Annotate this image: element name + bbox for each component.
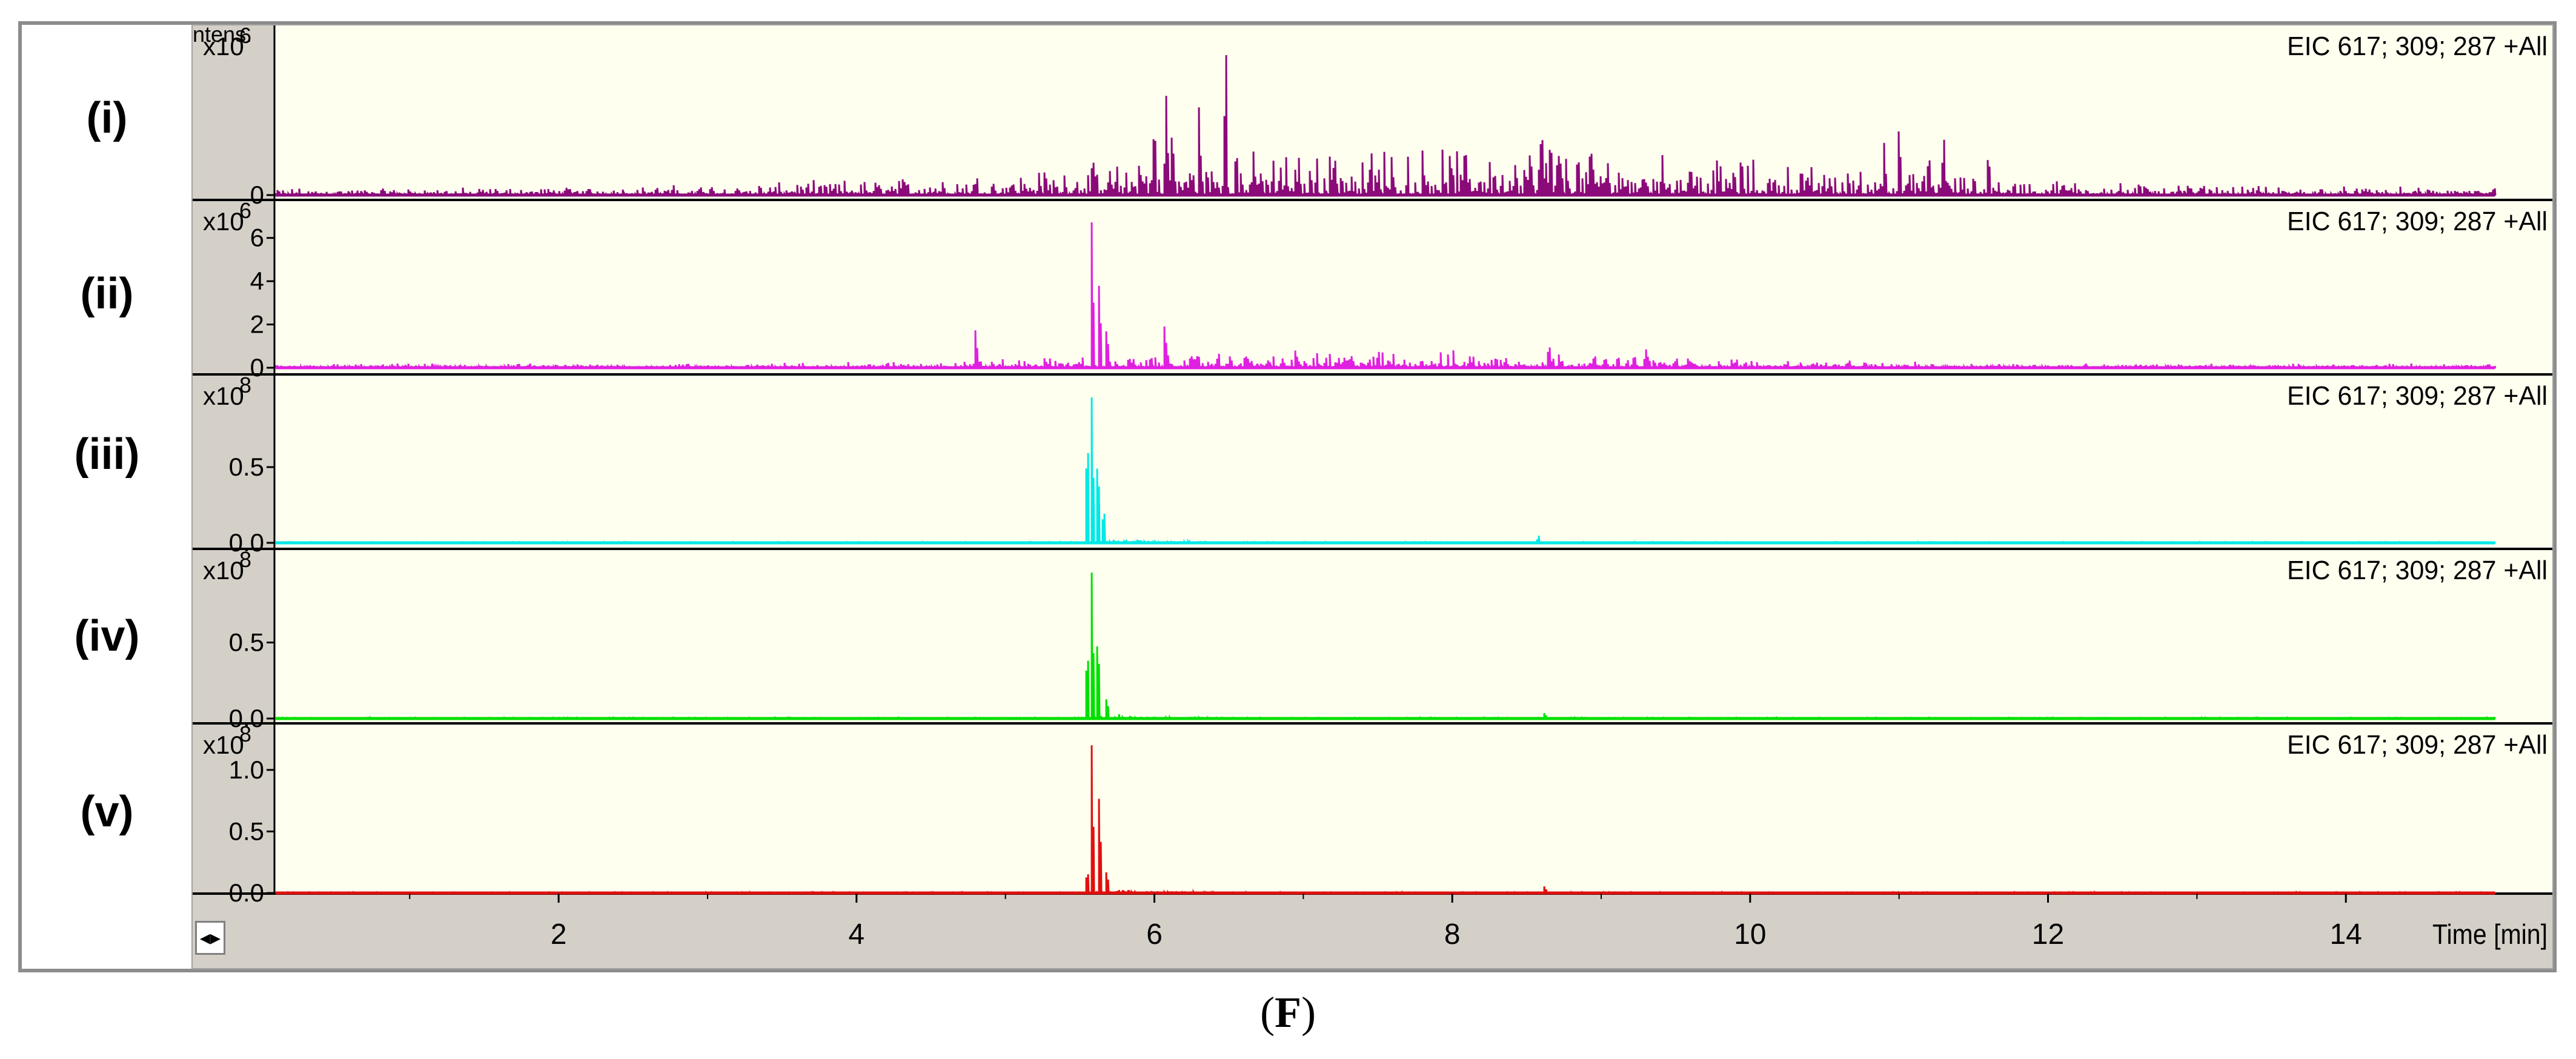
y-scale-exponent: 6 — [239, 23, 251, 48]
trace-label: EIC 617; 309; 287 +All — [2287, 556, 2548, 585]
panel-label-iv: (iv) — [74, 612, 140, 660]
scroll-arrows-button[interactable]: ◂▸ — [195, 921, 225, 955]
x-axis-panel — [192, 894, 2553, 969]
y-tick-label: 6 — [250, 224, 264, 252]
y-tick-label: 0 — [250, 353, 264, 382]
plot-area — [274, 25, 2553, 894]
trace-line — [274, 745, 2496, 894]
y-scale-label: x10 — [203, 556, 244, 585]
panel-label-ii: (ii) — [80, 270, 134, 318]
y-scale-label: x10 — [203, 207, 244, 236]
trace-line — [274, 55, 2497, 196]
y-tick-label: 4 — [250, 267, 264, 295]
y-scale-exponent: 6 — [239, 198, 251, 223]
x-tick-label: 14 — [2329, 918, 2362, 951]
y-tick-label: 1.0 — [229, 755, 264, 784]
y-axis-title: ntens. — [193, 22, 252, 47]
y-tick-label: 0 — [250, 181, 264, 209]
x-tick-label: 4 — [848, 918, 865, 951]
trace-label: EIC 617; 309; 287 +All — [2287, 32, 2548, 61]
panel-label-v: (v) — [80, 788, 134, 836]
y-scale-label: x10 — [203, 731, 244, 759]
y-axis-panel — [192, 25, 274, 969]
y-scale-label: x10 — [203, 32, 244, 61]
y-tick-label: 0.5 — [229, 453, 264, 481]
x-tick-label: 8 — [1444, 918, 1461, 951]
panel-label-column — [22, 25, 192, 969]
x-tick-label: 10 — [1734, 918, 1766, 951]
y-tick-label: 0.0 — [229, 528, 264, 557]
trace-label: EIC 617; 309; 287 +All — [2287, 207, 2548, 236]
x-axis-label: Time [min] — [2432, 918, 2548, 950]
x-tick-label: 6 — [1146, 918, 1163, 951]
trace-label: EIC 617; 309; 287 +All — [2287, 381, 2548, 411]
panel-label-iii: (iii) — [74, 430, 140, 479]
trace-line — [274, 397, 2496, 544]
x-tick-label: 12 — [2032, 918, 2064, 951]
y-tick-label: 0.0 — [229, 878, 264, 907]
y-tick-label: 0.0 — [229, 704, 264, 732]
trace-line — [274, 573, 2496, 720]
y-scale-label: x10 — [203, 382, 244, 410]
trace-label: EIC 617; 309; 287 +All — [2287, 730, 2548, 760]
y-scale-exponent: 8 — [239, 373, 251, 397]
panel-label-i: (i) — [86, 94, 128, 142]
y-tick-label: 0.5 — [229, 817, 264, 845]
y-scale-exponent: 8 — [239, 547, 251, 572]
y-tick-label: 0.5 — [229, 628, 264, 657]
inner-border — [191, 24, 2554, 969]
y-tick-label: 2 — [250, 310, 264, 339]
x-tick-label: 2 — [551, 918, 567, 951]
trace-line — [274, 222, 2497, 369]
y-scale-exponent: 8 — [239, 722, 251, 746]
figure-label: (F) — [1260, 988, 1316, 1037]
